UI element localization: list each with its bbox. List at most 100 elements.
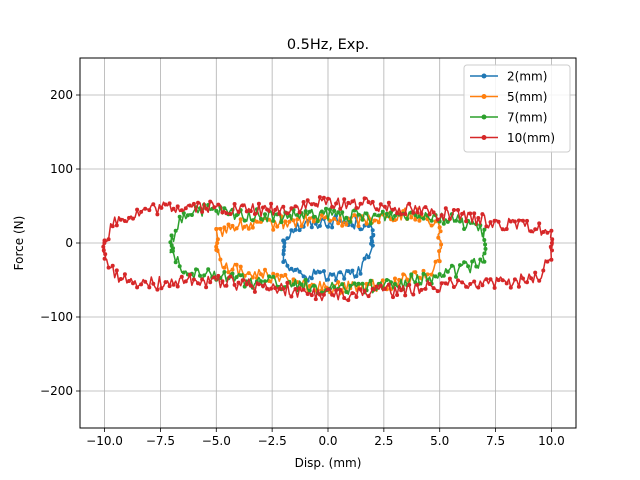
series-point bbox=[370, 286, 375, 291]
series-point bbox=[242, 218, 247, 223]
series-point bbox=[500, 278, 505, 283]
series-point bbox=[447, 216, 452, 221]
series-10(mm) bbox=[101, 195, 555, 303]
series-point bbox=[256, 282, 261, 287]
series-point bbox=[194, 267, 198, 272]
series-point bbox=[348, 219, 353, 224]
series-point bbox=[380, 278, 385, 283]
series-point bbox=[204, 206, 209, 211]
series-point bbox=[250, 275, 255, 280]
series-point bbox=[332, 285, 337, 289]
series-point bbox=[508, 285, 513, 290]
series-point bbox=[287, 219, 292, 224]
series-point bbox=[250, 225, 255, 230]
x-tick-label: 0.0 bbox=[318, 434, 337, 448]
series-point bbox=[431, 210, 436, 215]
series-point bbox=[139, 209, 144, 214]
series-point bbox=[362, 196, 367, 201]
series-point bbox=[220, 279, 225, 284]
series-point bbox=[155, 212, 160, 217]
series-point bbox=[350, 268, 355, 273]
series-point bbox=[135, 207, 140, 212]
series-point bbox=[360, 217, 365, 222]
series-point bbox=[354, 295, 359, 299]
series-point bbox=[537, 221, 542, 226]
series-point bbox=[297, 210, 302, 215]
series-point bbox=[449, 263, 454, 268]
series-point bbox=[456, 208, 460, 212]
series-point bbox=[437, 225, 442, 230]
series-point bbox=[246, 271, 251, 276]
series-point bbox=[421, 271, 426, 276]
series-point bbox=[483, 246, 488, 251]
series-point bbox=[110, 224, 115, 229]
series-point bbox=[358, 287, 363, 292]
series-point bbox=[474, 264, 479, 269]
series-point bbox=[415, 282, 420, 287]
series-point bbox=[476, 285, 481, 290]
series-point bbox=[454, 218, 458, 223]
series-point bbox=[384, 211, 389, 216]
series-point bbox=[352, 281, 357, 286]
series-point bbox=[319, 213, 324, 218]
series-point bbox=[362, 288, 367, 293]
series-point bbox=[131, 281, 135, 286]
series-point bbox=[200, 209, 205, 214]
x-tick-label: −10.0 bbox=[86, 434, 123, 448]
series-point bbox=[224, 283, 229, 288]
series-point bbox=[483, 242, 488, 247]
series-point bbox=[293, 267, 298, 272]
series-point bbox=[275, 224, 280, 229]
y-tick-label: −100 bbox=[40, 310, 73, 324]
series-point bbox=[342, 276, 347, 281]
series-point bbox=[480, 283, 485, 288]
series-point bbox=[218, 257, 223, 262]
series-point bbox=[283, 219, 288, 224]
series-point bbox=[200, 277, 205, 282]
series-point bbox=[293, 227, 298, 232]
series-point bbox=[208, 199, 213, 204]
series-point bbox=[102, 256, 107, 261]
series-point bbox=[541, 268, 546, 273]
series-point bbox=[167, 201, 172, 206]
series-point bbox=[215, 241, 220, 245]
series-point bbox=[529, 229, 534, 234]
series-point bbox=[478, 223, 483, 228]
series-point bbox=[179, 274, 184, 279]
series-point bbox=[281, 252, 286, 257]
series-point bbox=[295, 217, 300, 222]
series-point bbox=[541, 230, 546, 234]
series-point bbox=[332, 216, 337, 221]
series-point bbox=[238, 273, 243, 278]
series-point bbox=[271, 271, 276, 276]
series-point bbox=[427, 212, 432, 217]
series-point bbox=[382, 286, 387, 291]
series-point bbox=[301, 274, 306, 279]
x-tick-label: −7.5 bbox=[146, 434, 175, 448]
series-point bbox=[214, 208, 219, 213]
series-point bbox=[346, 298, 351, 303]
series-point bbox=[393, 276, 397, 281]
series-point bbox=[336, 280, 341, 285]
series-point bbox=[374, 207, 379, 212]
series-point bbox=[222, 270, 227, 274]
series-point bbox=[285, 263, 290, 268]
series-point bbox=[198, 273, 202, 278]
series-point bbox=[163, 202, 168, 207]
series-point bbox=[340, 210, 345, 215]
series-point bbox=[409, 215, 414, 220]
series-point bbox=[238, 264, 243, 269]
series-point bbox=[334, 288, 339, 293]
series-point bbox=[170, 249, 175, 254]
series-point bbox=[429, 223, 434, 228]
series-point bbox=[447, 276, 452, 281]
series-point bbox=[470, 259, 475, 264]
series-point bbox=[319, 209, 324, 214]
series-point bbox=[305, 292, 310, 296]
series-point bbox=[285, 280, 290, 285]
series-point bbox=[549, 241, 554, 245]
series-point bbox=[181, 270, 186, 275]
y-tick-label: 100 bbox=[50, 162, 73, 176]
series-point bbox=[222, 206, 227, 211]
